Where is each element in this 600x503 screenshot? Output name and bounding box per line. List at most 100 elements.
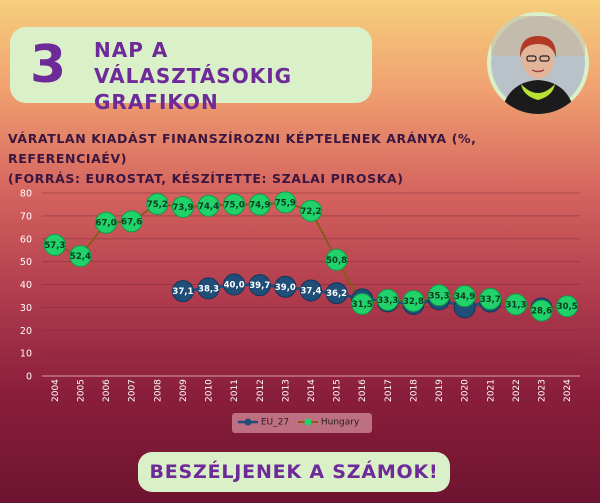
hungary-point [479, 287, 502, 310]
hungary-point [146, 192, 169, 215]
y-tick-label: 40 [20, 280, 32, 291]
legend-item-hungary: Hungary [298, 417, 359, 428]
x-tick-label: 2009 [179, 379, 189, 402]
x-tick-label: 2015 [333, 379, 343, 402]
hungary-data-label: 30,5 [557, 302, 578, 312]
eu-data-label: 37,1 [172, 287, 193, 297]
eu-point [274, 275, 297, 298]
chart-title-line-1: VÁRATLAN KIADÁST FINANSZÍROZNI KÉPTELENE… [8, 131, 477, 166]
hungary-point [530, 299, 553, 322]
series-points: 37,1 38,3 40,0 39,7 39,0 37,4 36,2 57,3 52,4 67,0… [43, 191, 579, 322]
hungary-point [504, 293, 527, 316]
hungary-data-label: 74,9 [249, 201, 270, 211]
header-banner: 3 NAP A VÁLASZTÁSOKIG GRAFIKON [10, 27, 372, 114]
x-tick-label: 2024 [563, 379, 573, 402]
eu-point [300, 279, 322, 302]
y-axis: 0 10 20 30 40 50 60 70 80 [20, 189, 32, 383]
hungary-point [556, 295, 579, 318]
y-tick-label: 60 [20, 234, 32, 245]
hungary-data-label: 34,9 [454, 292, 475, 302]
hungary-data-label: 57,3 [44, 241, 65, 251]
x-tick-label: 2007 [128, 379, 138, 402]
banner-line-2: GRAFIKON [94, 90, 219, 114]
x-tick-label: 2021 [486, 379, 496, 402]
hungary-point [453, 285, 476, 308]
eu-data-label: 39,0 [275, 283, 296, 293]
hungary-point [351, 292, 374, 315]
x-tick-label: 2005 [76, 379, 86, 402]
banner-title: NAP A VÁLASZTÁSOKIG GRAFIKON [94, 37, 372, 115]
hungary-point [43, 233, 66, 256]
legend-swatch-eu [238, 418, 258, 426]
y-tick-label: 0 [26, 372, 32, 383]
avatar [487, 12, 589, 114]
x-tick-label: 2013 [281, 379, 291, 402]
eu-data-label: 38,3 [198, 284, 219, 294]
x-tick-label: 2019 [435, 379, 445, 402]
hungary-point [248, 193, 271, 216]
hungary-point [428, 284, 451, 307]
hungary-data-label: 31,5 [352, 300, 373, 310]
hungary-data-label: 67,0 [96, 219, 117, 229]
hungary-point [402, 289, 425, 312]
hungary-point [376, 288, 399, 311]
x-tick-label: 2012 [256, 379, 266, 402]
y-tick-label: 50 [20, 257, 32, 268]
y-tick-label: 70 [20, 211, 32, 222]
chart-legend: EU_27 Hungary [232, 413, 372, 433]
hungary-point [325, 248, 348, 271]
hungary-data-label: 35,3 [429, 291, 450, 301]
hungary-data-label: 52,4 [70, 252, 91, 262]
x-tick-label: 2017 [384, 379, 394, 402]
eu-point [223, 273, 246, 296]
hungary-point [274, 191, 297, 214]
hungary-data-label: 28,6 [531, 307, 552, 317]
hungary-data-label: 75,0 [224, 200, 245, 210]
banner-line-1: NAP A VÁLASZTÁSOKIG [94, 38, 293, 88]
hungary-data-label: 75,9 [275, 198, 296, 208]
chart-title-line-2: (FORRÁS: EUROSTAT, KÉSZÍTETTE: SZALAI PI… [8, 171, 404, 186]
x-tick-label: 2023 [538, 379, 548, 402]
legend-item-eu: EU_27 [238, 417, 289, 428]
hungary-point [223, 193, 246, 216]
hungary-data-label: 73,9 [172, 203, 193, 213]
hungary-data-label: 72,2 [301, 207, 322, 217]
hungary-point [120, 210, 143, 233]
y-tick-label: 10 [20, 349, 32, 360]
x-tick-label: 2008 [153, 379, 163, 402]
x-axis: 2004 2005 2006 2007 2008 2009 2010 2011 2012 2013… [51, 379, 573, 402]
eu-point [325, 282, 348, 305]
x-tick-label: 2006 [102, 379, 112, 402]
x-tick-label: 2022 [512, 379, 522, 402]
hungary-point [171, 195, 194, 218]
y-tick-label: 30 [20, 303, 32, 314]
hungary-point [197, 194, 220, 217]
x-tick-label: 2020 [461, 379, 471, 402]
eu-data-label: 37,4 [301, 286, 322, 296]
eu-point [197, 277, 220, 300]
x-tick-label: 2010 [205, 379, 215, 402]
hungary-data-label: 33,7 [480, 295, 501, 305]
x-tick-label: 2016 [358, 379, 368, 402]
hungary-data-label: 74,4 [198, 202, 219, 212]
eu-point [171, 280, 194, 303]
hungary-point [69, 245, 92, 268]
legend-label-eu: EU_27 [260, 417, 290, 428]
x-tick-label: 2011 [230, 379, 240, 402]
eu-data-label: 36,2 [326, 289, 347, 299]
legend-label-hungary: Hungary [320, 417, 360, 428]
eu-point [248, 274, 271, 297]
hungary-point [300, 199, 322, 222]
y-tick-label: 20 [20, 326, 32, 337]
hungary-data-label: 31,3 [505, 300, 526, 310]
hungary-data-label: 32,8 [403, 297, 424, 307]
x-tick-label: 2014 [307, 379, 317, 402]
legend-swatch-hungary [298, 418, 318, 426]
portrait-photo-icon [491, 16, 585, 114]
hungary-data-label: 75,2 [147, 200, 168, 210]
chart-title: VÁRATLAN KIADÁST FINANSZÍROZNI KÉPTELENE… [8, 129, 598, 189]
hungary-data-label: 67,6 [121, 217, 142, 227]
hungary-data-label: 50,8 [326, 256, 347, 266]
x-tick-label: 2018 [409, 379, 419, 402]
